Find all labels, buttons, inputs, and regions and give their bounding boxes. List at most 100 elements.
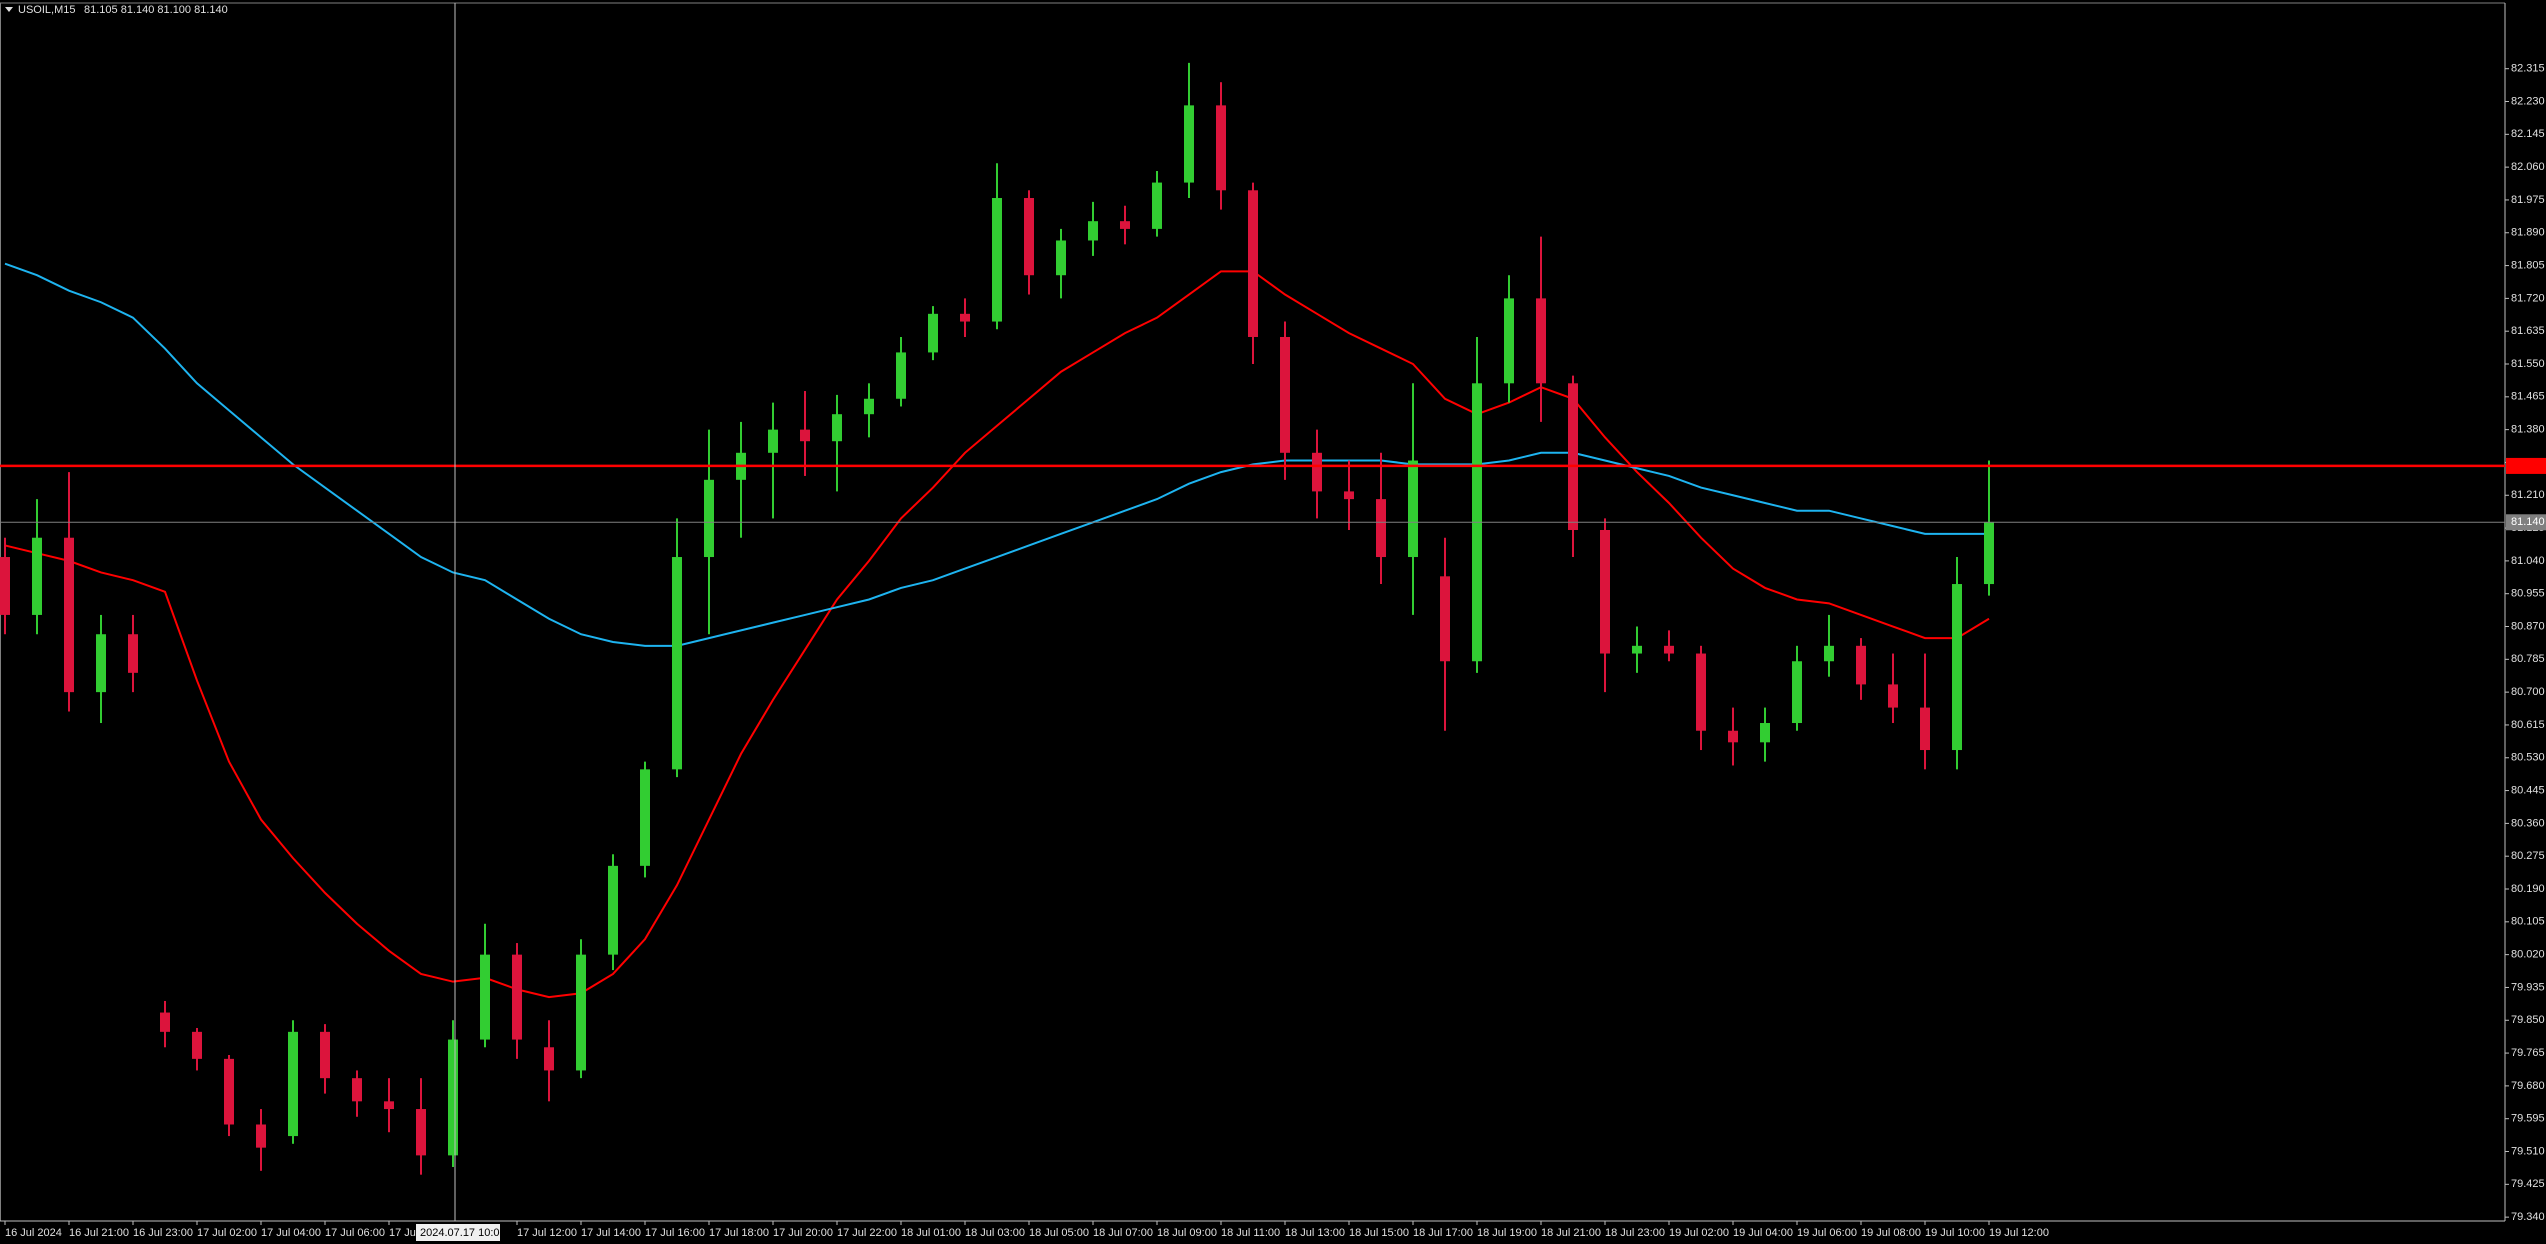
crosshair-label: 2024.07.17 10:00 <box>420 1227 506 1239</box>
candle-body <box>448 1039 458 1156</box>
candle-body <box>320 1031 330 1079</box>
crosshair-label-box <box>416 1224 500 1241</box>
candle-body <box>1856 645 1866 685</box>
candle-body <box>512 954 522 1040</box>
x-tick-label: 16 Jul 21:00 <box>69 1227 129 1239</box>
y-tick-label: 81.635 <box>2511 325 2545 337</box>
candle-body <box>160 1012 170 1032</box>
y-tick-label: 79.510 <box>2511 1145 2545 1157</box>
x-tick-label: 18 Jul 11:00 <box>1221 1227 1280 1239</box>
candle-body <box>1248 190 1258 337</box>
x-tick-label: 19 Jul 04:00 <box>1733 1227 1793 1239</box>
candle-body <box>1184 105 1194 183</box>
candle-body <box>1984 522 1994 585</box>
y-tick-label: 80.870 <box>2511 620 2545 632</box>
x-tick-label: 17 Jul 02:00 <box>197 1227 257 1239</box>
candle-body <box>352 1078 362 1102</box>
candle-body <box>96 634 106 693</box>
candle-body <box>1952 584 1962 751</box>
candle-body <box>1344 491 1354 500</box>
x-tick-label: 17 Jul 06:00 <box>325 1227 385 1239</box>
moving-average <box>4 262 1989 647</box>
y-tick-label: 79.680 <box>2511 1080 2545 1092</box>
candle-body <box>1440 576 1450 662</box>
quote: 81.105 81.140 81.100 81.140 <box>84 4 228 16</box>
candle-body <box>928 313 938 353</box>
x-tick-label: 17 Jul 14:00 <box>581 1227 641 1239</box>
y-tick-label: 79.765 <box>2511 1047 2545 1059</box>
candle-body <box>1152 182 1162 229</box>
x-tick-label: 19 Jul 08:00 <box>1861 1227 1921 1239</box>
x-tick-label: 17 Jul 20:00 <box>773 1227 833 1239</box>
x-tick-label: 19 Jul 06:00 <box>1797 1227 1857 1239</box>
candle-body <box>672 557 682 770</box>
candle-body <box>704 479 714 558</box>
menu-arrow[interactable] <box>5 7 13 12</box>
symbol: USOIL,M15 <box>18 4 75 16</box>
y-tick-label: 80.530 <box>2511 752 2545 764</box>
candle-body <box>896 352 906 399</box>
candle-body <box>1376 499 1386 558</box>
candle-body <box>832 414 842 442</box>
x-tick-label: 18 Jul 23:00 <box>1605 1227 1665 1239</box>
y-tick-label: 81.975 <box>2511 194 2545 206</box>
candle-body <box>288 1031 298 1137</box>
candle-body <box>416 1109 426 1156</box>
candle-body <box>576 954 586 1071</box>
candle-body <box>1056 240 1066 276</box>
x-tick-label: 19 Jul 02:00 <box>1669 1227 1729 1239</box>
price-label-box <box>2506 457 2546 474</box>
candle-body <box>1504 298 1514 384</box>
candle-body <box>1216 105 1226 191</box>
y-tick-label: 79.595 <box>2511 1113 2545 1125</box>
candle-body <box>1408 460 1418 558</box>
y-tick-label: 80.020 <box>2511 949 2545 961</box>
y-tick-label: 81.890 <box>2511 227 2545 239</box>
x-tick-label: 18 Jul 09:00 <box>1157 1227 1217 1239</box>
candle-body <box>544 1047 554 1071</box>
x-tick-label: 16 Jul 23:00 <box>133 1227 193 1239</box>
candle-body <box>1728 730 1738 743</box>
candle-body <box>640 769 650 866</box>
candle-body <box>1760 723 1770 743</box>
price-label-box <box>2506 514 2546 531</box>
y-tick-label: 80.700 <box>2511 686 2545 698</box>
candle-body <box>608 865 618 955</box>
candle-body <box>864 398 874 415</box>
candle-body <box>0 557 10 615</box>
candle-body <box>992 198 1002 322</box>
y-tick-label: 79.850 <box>2511 1014 2545 1026</box>
candle-body <box>1792 661 1802 724</box>
y-tick-label: 82.145 <box>2511 128 2545 140</box>
x-tick-label: 17 Jul 04:00 <box>261 1227 321 1239</box>
x-tick-label: 17 Jul 12:00 <box>517 1227 577 1239</box>
candle-body <box>960 313 970 322</box>
y-tick-label: 81.720 <box>2511 292 2545 304</box>
y-tick-label: 82.060 <box>2511 161 2545 173</box>
x-tick-label: 17 Jul 18:00 <box>709 1227 769 1239</box>
y-tick-label: 80.955 <box>2511 588 2545 600</box>
candle-body <box>384 1101 394 1110</box>
candle-body <box>1120 221 1130 229</box>
y-tick-label: 81.550 <box>2511 358 2545 370</box>
x-tick-label: 17 Jul 16:00 <box>645 1227 705 1239</box>
moving-average <box>4 270 1990 999</box>
candle-body <box>1088 221 1098 241</box>
y-tick-label: 81.040 <box>2511 555 2545 567</box>
y-tick-label: 80.275 <box>2511 850 2545 862</box>
y-tick-label: 80.190 <box>2511 883 2545 895</box>
candle-body <box>224 1058 234 1125</box>
y-tick-label: 79.340 <box>2511 1211 2545 1223</box>
candle-body <box>192 1031 202 1059</box>
y-tick-label: 82.230 <box>2511 95 2545 107</box>
candle-body <box>1024 198 1034 276</box>
candle-body <box>1696 653 1706 731</box>
y-tick-label: 79.425 <box>2511 1178 2545 1190</box>
x-tick-label: 19 Jul 10:00 <box>1925 1227 1985 1239</box>
candle-body <box>64 537 74 693</box>
candle-body <box>1920 707 1930 751</box>
candle-body <box>1536 298 1546 384</box>
